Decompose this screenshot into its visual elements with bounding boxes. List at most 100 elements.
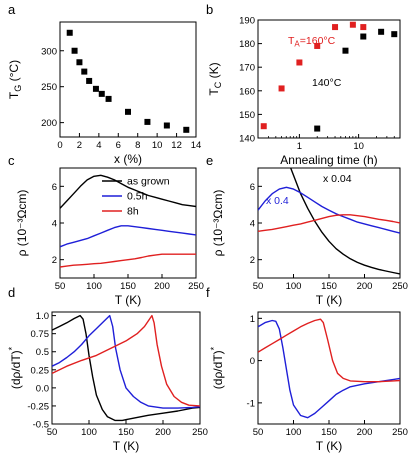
x-tick-label: 250 bbox=[392, 281, 408, 292]
panel-b: 1 10 140 150 160 170 180 190 Annealing time (h) T… bbox=[206, 2, 401, 167]
x-tick-label: 100 bbox=[286, 281, 302, 292]
panel-letter: d bbox=[8, 285, 15, 300]
series-line-0 bbox=[52, 314, 200, 422]
x-tick-label: 200 bbox=[155, 427, 171, 438]
data-point bbox=[163, 122, 170, 129]
axes-frame-d bbox=[51, 311, 201, 425]
y-tick-label: 4 bbox=[250, 219, 255, 230]
data-point bbox=[76, 59, 83, 66]
data-point bbox=[360, 33, 367, 40]
data-point bbox=[86, 77, 93, 84]
x-tick-label: 200 bbox=[357, 281, 373, 292]
panel-f: 50 100 150 200 250 -1 0 1 T (K) (dρ/dT)* f bbox=[206, 285, 408, 453]
series-line-2 bbox=[52, 314, 200, 407]
data-point bbox=[314, 42, 321, 49]
x-tick-label: 14 bbox=[191, 140, 202, 151]
x-tick-label: 0 bbox=[57, 140, 62, 151]
data-point bbox=[342, 47, 349, 54]
panel-e: 50 100 150 200 250 2 4 6 T (K) ρ (10⁻³Ωcm) e x 0.04… bbox=[206, 153, 408, 307]
y-tick-label: 180 bbox=[239, 39, 255, 50]
series-line-0.5h bbox=[60, 225, 196, 248]
series-line-as-grown bbox=[60, 174, 196, 209]
data-point bbox=[183, 126, 190, 133]
data-point bbox=[66, 29, 73, 36]
y-tick-label: -0.5 bbox=[33, 420, 49, 431]
legend-label: as grown bbox=[127, 176, 170, 188]
y-tick-label: 190 bbox=[239, 16, 255, 27]
panel-letter: f bbox=[206, 285, 210, 300]
y-tick-label: 2 bbox=[250, 255, 255, 266]
x-tick-label: 12 bbox=[171, 140, 182, 151]
annotation: 140°C bbox=[312, 77, 342, 89]
panel-a: 0 2 4 6 8 10 12 14 200 250 300 x (%) TG (°C) a bbox=[7, 2, 201, 166]
x-axis-label: T (K) bbox=[316, 439, 342, 453]
data-point bbox=[92, 85, 99, 92]
plot-area-d bbox=[52, 314, 200, 422]
y-axis-label: TC (K) bbox=[207, 62, 223, 95]
y-tick-label: 140 bbox=[239, 134, 255, 145]
panel-letter: c bbox=[8, 153, 15, 168]
x-tick-label: 50 bbox=[253, 427, 264, 438]
axes-frame-a bbox=[59, 21, 197, 138]
data-point bbox=[144, 118, 151, 125]
y-tick-label: 1 bbox=[250, 314, 255, 325]
plot-area-f bbox=[258, 318, 400, 419]
y-axis-label: (dρ/dT)* bbox=[7, 346, 23, 389]
annotation: x 0.04 bbox=[323, 173, 352, 185]
x-axis-label: x (%) bbox=[114, 152, 142, 166]
y-tick-label: -0.25 bbox=[27, 401, 49, 412]
x-tick-label: 150 bbox=[118, 427, 134, 438]
x-tick-label: 200 bbox=[154, 281, 170, 292]
series-line-0 bbox=[290, 168, 400, 275]
x-tick-label: 100 bbox=[81, 427, 97, 438]
x-tick-label: 6 bbox=[116, 140, 121, 151]
y-tick-label: 0.0 bbox=[36, 383, 49, 394]
x-tick-label: 2 bbox=[77, 140, 82, 151]
x-tick-label: 1 bbox=[297, 141, 302, 152]
panel-letter: a bbox=[8, 2, 16, 17]
series-line-2 bbox=[258, 214, 400, 232]
y-tick-label: 160 bbox=[239, 86, 255, 97]
x-tick-label: 250 bbox=[392, 427, 408, 438]
y-tick-label: 300 bbox=[41, 46, 57, 57]
y-tick-label: 1.0 bbox=[36, 311, 49, 322]
data-point bbox=[125, 108, 131, 115]
x-tick-label: 150 bbox=[321, 427, 337, 438]
y-tick-label: 0.5 bbox=[36, 347, 49, 358]
series-line-1 bbox=[258, 186, 400, 234]
x-axis-label: T (K) bbox=[115, 293, 141, 307]
axes-frame-b bbox=[257, 19, 401, 139]
y-tick-label: 4 bbox=[52, 219, 57, 230]
series-line-1 bbox=[52, 314, 200, 409]
x-axis-label: T (K) bbox=[113, 439, 139, 453]
y-tick-label: 6 bbox=[250, 182, 255, 193]
y-axis-label: (dρ/dT)* bbox=[209, 346, 225, 389]
x-tick-label: 100 bbox=[286, 427, 302, 438]
x-tick-label: 50 bbox=[47, 427, 58, 438]
x-tick-label: 50 bbox=[55, 281, 66, 292]
y-tick-label: 170 bbox=[239, 63, 255, 74]
x-tick-label: 50 bbox=[253, 281, 264, 292]
y-tick-label: 150 bbox=[239, 110, 255, 121]
x-tick-label: 10 bbox=[353, 141, 364, 152]
y-axis-label: ρ (10⁻³Ωcm) bbox=[211, 190, 225, 257]
data-point bbox=[391, 31, 398, 38]
panel-letter: e bbox=[206, 153, 213, 168]
panel-letter: b bbox=[206, 2, 213, 17]
x-tick-label: 100 bbox=[86, 281, 102, 292]
data-point bbox=[81, 68, 88, 75]
y-tick-label: 0.75 bbox=[31, 329, 50, 340]
annotation: TA=160°C bbox=[288, 35, 336, 49]
data-point bbox=[360, 24, 367, 31]
y-tick-label: -1 bbox=[247, 398, 255, 409]
plot-area-a bbox=[66, 29, 190, 133]
legend-label: 0.5h bbox=[127, 191, 148, 203]
y-tick-label: 250 bbox=[41, 82, 57, 93]
x-tick-label: 4 bbox=[96, 140, 101, 151]
data-point bbox=[332, 24, 339, 31]
x-tick-label: 10 bbox=[152, 140, 163, 151]
plot-area-c bbox=[60, 174, 196, 268]
series-line-1 bbox=[258, 318, 400, 383]
x-axis-label: Annealing time (h) bbox=[280, 153, 377, 167]
panel-c: 50 100 150 200 250 2 4 6 T (K) ρ (10⁻³Ωcm) c as gro… bbox=[8, 153, 204, 307]
